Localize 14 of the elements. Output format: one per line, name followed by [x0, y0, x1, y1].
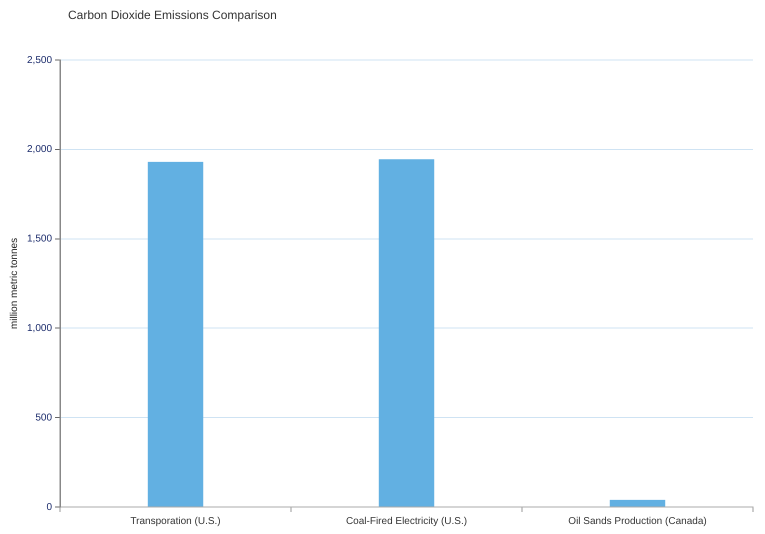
bar — [148, 162, 204, 506]
x-tick-label: Oil Sands Production (Canada) — [568, 516, 707, 527]
bar — [610, 500, 666, 506]
bar — [378, 159, 434, 506]
y-axis-title: million metric tonnes — [8, 238, 20, 330]
y-tick-label: 1,500 — [26, 234, 52, 245]
y-tick-label: 2,500 — [26, 54, 52, 66]
y-tick-label: 500 — [35, 412, 52, 424]
chart-title: Carbon Dioxide Emissions Comparison — [68, 8, 277, 22]
y-tick-label: 2,000 — [26, 144, 52, 156]
y-tick-label: 1,000 — [26, 322, 52, 334]
x-tick-label: Coal-Fired Electricity (U.S.) — [346, 516, 468, 527]
y-tick-label: 0 — [46, 502, 52, 513]
x-tick-label: Transporation (U.S.) — [130, 516, 221, 527]
